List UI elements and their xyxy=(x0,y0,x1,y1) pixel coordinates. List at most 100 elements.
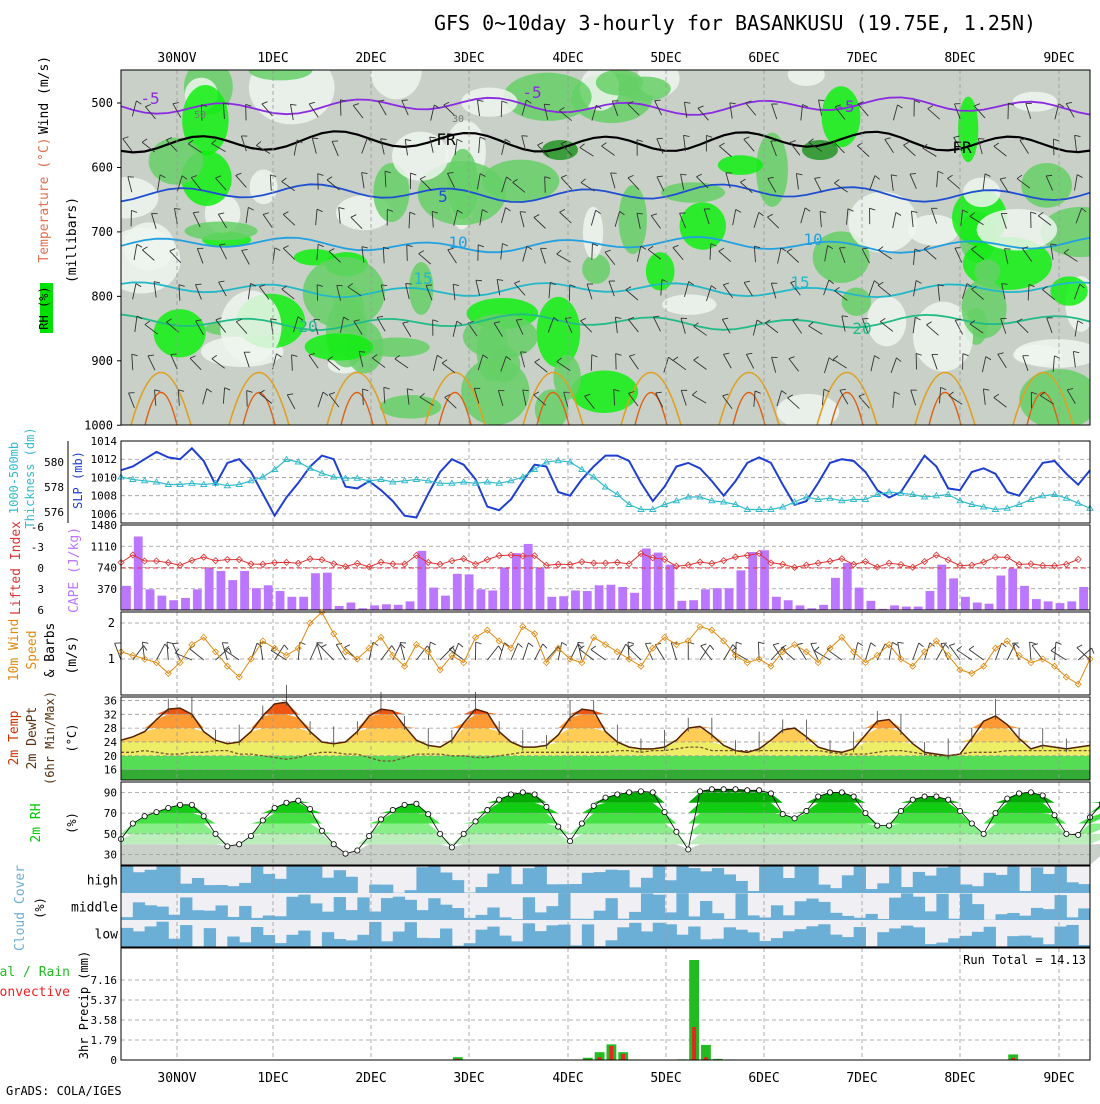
rh-marker xyxy=(579,821,584,826)
cloud-cell xyxy=(499,866,511,893)
temp-axis-label: 2m Temp xyxy=(7,710,22,765)
cape-bar xyxy=(701,589,710,610)
cape-bar xyxy=(134,536,143,610)
rh-marker xyxy=(757,788,762,793)
contour-label: FR xyxy=(436,130,456,149)
cloud-cell xyxy=(1031,908,1043,920)
cloud-cell xyxy=(653,866,665,893)
temp-axis-label: (6hr Min/Max) xyxy=(43,691,57,785)
wind-barb xyxy=(546,647,558,660)
cloud-cell xyxy=(558,893,570,920)
precip-tick-label: 5.37 xyxy=(91,994,118,1007)
cloud-cell xyxy=(145,905,157,920)
cape-bar xyxy=(287,597,296,610)
pressure-tick-label: 500 xyxy=(91,96,113,110)
cloud-cell xyxy=(759,941,771,947)
precip-convective-label: Convective xyxy=(0,985,70,1000)
rh-marker xyxy=(355,848,360,853)
precip-tick-label: 1.79 xyxy=(91,1034,118,1047)
cloud-cell xyxy=(393,932,405,947)
cloud-axis-label: (%) xyxy=(33,897,47,919)
rh-marker xyxy=(1076,832,1081,837)
cape-tick-label: 1110 xyxy=(91,540,118,553)
slp-tick-label: 1012 xyxy=(91,453,118,466)
cloud-cell xyxy=(806,899,818,920)
cloud-cell xyxy=(712,913,724,920)
cloud-cell xyxy=(416,910,428,920)
cloud-cell xyxy=(795,929,807,947)
temp-band-13 xyxy=(121,770,1090,780)
rh-marker xyxy=(768,791,773,796)
wind-barb-flag xyxy=(528,643,533,647)
rh-patch xyxy=(185,221,258,240)
cloud-cell xyxy=(298,931,310,947)
rh-marker xyxy=(946,797,951,802)
cape-bar xyxy=(772,597,781,610)
cloud-cell xyxy=(334,870,346,893)
wind-barb xyxy=(501,101,502,117)
cape-bar xyxy=(996,576,1005,610)
cape-bar xyxy=(1008,569,1017,610)
date-label-bottom: 7DEC xyxy=(846,1071,877,1086)
cloud-cell xyxy=(735,893,747,920)
wind-barb-flag xyxy=(1015,644,1019,648)
cloud-cell xyxy=(334,939,346,947)
cloud-cell xyxy=(535,912,547,920)
rh-patch xyxy=(583,207,603,259)
rh-marker xyxy=(177,802,182,807)
temp-band-16 xyxy=(121,756,1090,770)
contour-label: -5 xyxy=(835,97,854,116)
rh-band-50 xyxy=(121,824,1100,834)
cloud-cell xyxy=(535,931,547,947)
cloud-cell xyxy=(830,888,842,893)
lifted-index-tick-label: 0 xyxy=(37,562,44,575)
rh-marker xyxy=(142,814,147,819)
cloud-cell xyxy=(925,911,937,920)
cloud-cell xyxy=(405,900,417,920)
wind-barb-flag xyxy=(392,646,395,651)
cloud-cell xyxy=(700,901,712,920)
cape-bar xyxy=(654,553,663,610)
cape-bar xyxy=(559,596,568,610)
rh-marker xyxy=(591,803,596,808)
cloud-cell xyxy=(641,878,653,893)
cloud-cell xyxy=(416,867,428,893)
cape-bar xyxy=(961,597,970,610)
rh-marker xyxy=(721,787,726,792)
cloud-cell xyxy=(204,911,216,920)
cloud-cell xyxy=(771,866,783,893)
rh-marker xyxy=(875,823,880,828)
contour-label: 10 xyxy=(803,230,822,249)
contour-label: 5 xyxy=(438,187,448,206)
slp-tick-label: 1008 xyxy=(91,490,118,503)
cape-bar xyxy=(122,586,131,610)
cloud-cell xyxy=(854,927,866,947)
cape-bar xyxy=(323,573,332,610)
cloud-cell xyxy=(452,880,464,893)
wind-barb-flag xyxy=(406,283,412,284)
wind-barb-flag xyxy=(773,643,779,644)
cloud-cell xyxy=(936,943,948,947)
cloud-cell xyxy=(286,935,298,947)
cloud-cell xyxy=(818,885,830,893)
rh-marker xyxy=(390,807,395,812)
cloud-cell xyxy=(724,874,736,893)
cloud-cell xyxy=(641,931,653,947)
cloud-cell xyxy=(889,928,901,947)
rh-marker xyxy=(934,794,939,799)
wind-barb-flag xyxy=(1032,644,1038,646)
cloud-cell xyxy=(1066,882,1078,893)
cape-bar xyxy=(666,565,675,610)
wind-barb-flag xyxy=(518,643,522,647)
cloud-cell xyxy=(428,938,440,947)
rh-patch xyxy=(537,297,581,368)
cape-bar xyxy=(713,588,722,610)
cape-bar xyxy=(607,585,616,610)
cloud-cell xyxy=(440,905,452,920)
precip-axis-label: 3hr Precip (mm) xyxy=(77,951,91,1059)
cloud-cell xyxy=(889,866,901,893)
contour-label: 10 xyxy=(448,233,467,252)
cloud-cell xyxy=(121,866,133,893)
